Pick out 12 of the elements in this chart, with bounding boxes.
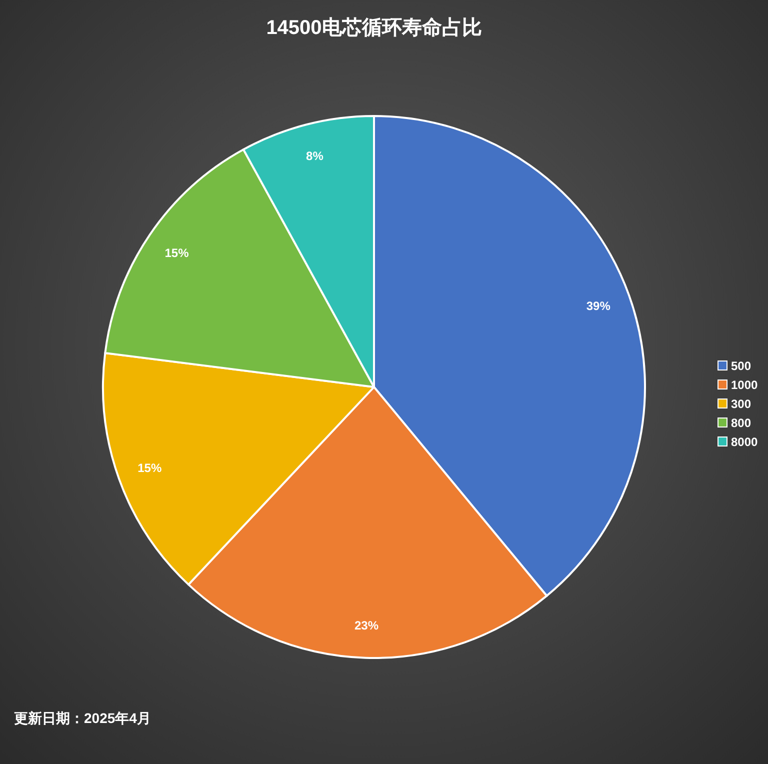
legend-label: 1000 bbox=[731, 378, 758, 392]
legend-label: 500 bbox=[731, 359, 752, 373]
text: 更新日期：2025年4月 bbox=[14, 710, 151, 726]
legend-label: 8000 bbox=[731, 435, 758, 449]
chart-title: 14500电芯循环寿命占比 bbox=[266, 17, 482, 39]
data-label: 39% bbox=[586, 299, 611, 314]
data-label: 15% bbox=[138, 460, 162, 475]
legend-label: 800 bbox=[731, 416, 752, 430]
data-label: 8% bbox=[306, 149, 324, 164]
data-label: 15% bbox=[164, 246, 190, 260]
data-label: 23% bbox=[354, 618, 379, 632]
legend-label: 300 bbox=[731, 397, 752, 411]
